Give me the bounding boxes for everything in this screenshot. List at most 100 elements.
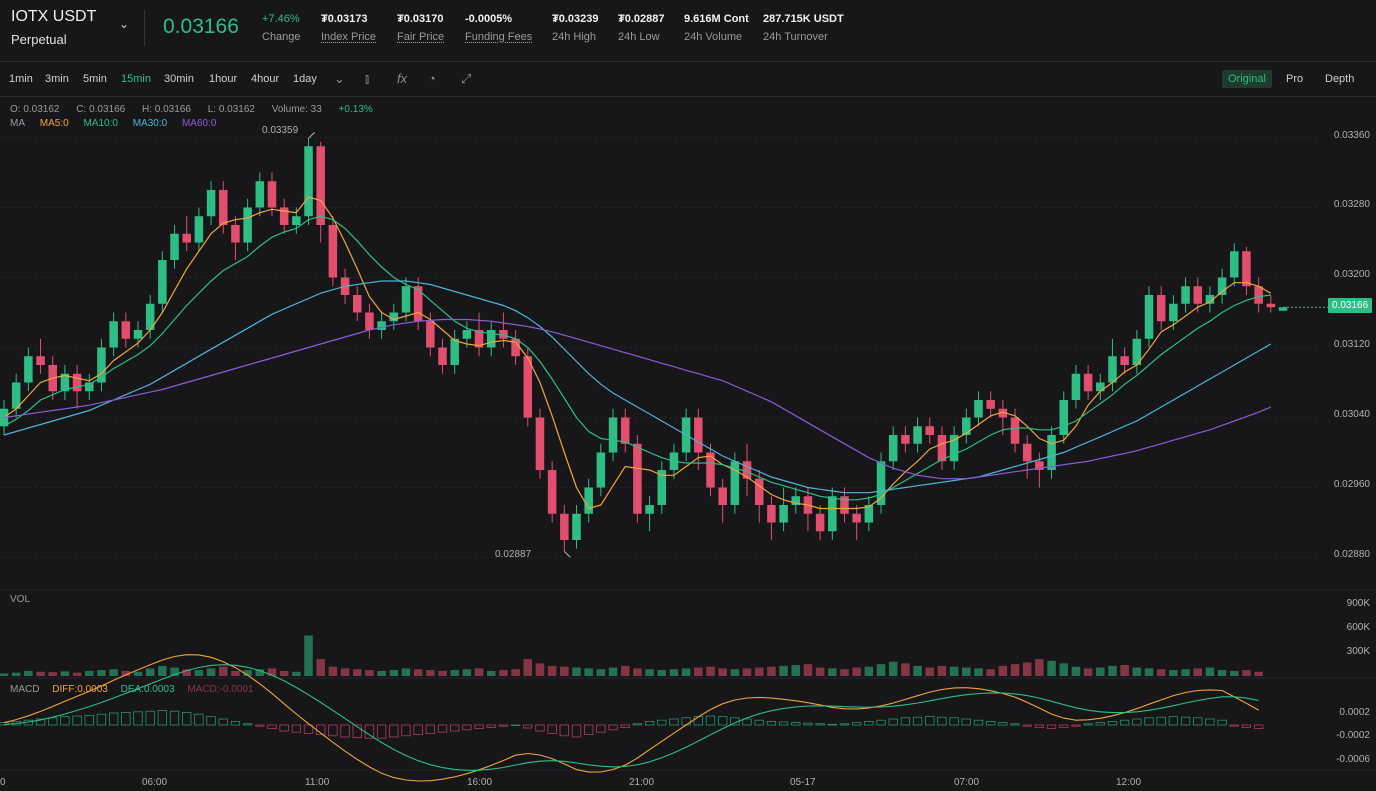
macd-bar — [1168, 716, 1179, 726]
timeframe-1day[interactable]: 1day — [293, 73, 317, 85]
macd-bar — [1180, 716, 1191, 726]
macd-bar — [425, 724, 435, 734]
volume-bar — [1230, 670, 1239, 676]
macd-bar — [547, 724, 557, 734]
macd-bar — [1156, 716, 1166, 726]
candle-body — [657, 470, 667, 505]
view-original[interactable]: Original — [1222, 70, 1272, 88]
volume-bar — [669, 669, 679, 676]
candle-body — [426, 321, 435, 348]
expand-icon[interactable]: ⤢ — [461, 71, 472, 86]
timeframe-1min[interactable]: 1min — [9, 73, 33, 85]
macd-bar — [973, 719, 984, 726]
volume-bar — [401, 668, 411, 676]
candle-body — [145, 303, 155, 330]
volume-bar — [206, 668, 216, 676]
candle-body — [1254, 286, 1263, 304]
volume-bar — [352, 669, 362, 676]
vol-tick: 900K — [1346, 598, 1370, 609]
palette-icon[interactable]: ◔ — [428, 71, 436, 86]
candle-body — [596, 452, 606, 488]
macd-bar — [912, 716, 923, 726]
volume-bar — [803, 664, 813, 676]
legend-close: C: 0.03166 — [76, 104, 126, 115]
timeframe-5min[interactable]: 5min — [83, 73, 107, 85]
candle-body — [1156, 295, 1166, 322]
volume-bar — [1083, 668, 1093, 676]
candle-body — [998, 408, 1008, 418]
volume-bar — [48, 672, 57, 676]
timeframe-15min[interactable]: 15min — [121, 73, 151, 85]
macd-tick: -0.0002 — [1336, 730, 1370, 741]
timeframe-1hour[interactable]: 1hour — [209, 73, 238, 85]
candle-body — [292, 216, 301, 225]
stat-value: +7.46% — [262, 13, 300, 25]
candle-body — [840, 496, 849, 514]
volume-bar — [718, 668, 727, 676]
stat-label: Change — [262, 31, 301, 43]
price-tick: 0.03360 — [1333, 130, 1370, 141]
macd-bar — [1095, 722, 1105, 726]
macd-bar — [182, 712, 192, 726]
volume-bar — [377, 670, 386, 676]
timeframe-4hour[interactable]: 4hour — [251, 73, 280, 85]
macd-bar — [1107, 721, 1118, 726]
view-pro[interactable]: Pro — [1286, 73, 1304, 85]
stat-24h-low: ₮0.02887 24h Low — [618, 13, 664, 43]
timeframe-3min[interactable]: 3min — [45, 73, 69, 85]
timeframe-30min[interactable]: 30min — [164, 73, 194, 85]
legend-high: H: 0.03166 — [141, 104, 191, 115]
view-depth[interactable]: Depth — [1325, 73, 1355, 85]
volume-bar — [11, 672, 21, 676]
volume-bar — [292, 671, 301, 676]
macd-bar — [413, 724, 423, 736]
dea-label: DEA:0.0003 — [120, 684, 175, 695]
macd-bar — [486, 724, 496, 728]
macd-bar — [1059, 724, 1069, 728]
volume-bar — [499, 670, 508, 676]
macd-bar — [657, 719, 667, 726]
stat-fair-price[interactable]: ₮0.03170 Fair Price — [397, 13, 444, 43]
stat-value: ₮0.02887 — [618, 13, 665, 25]
price-tick: 0.03120 — [1333, 339, 1370, 350]
macd-bar — [839, 723, 850, 726]
function-icon[interactable]: fx — [397, 71, 408, 86]
volume-bar — [486, 670, 496, 676]
chevron-down-icon[interactable]: ⌄ — [334, 71, 345, 86]
candle-body — [645, 505, 654, 514]
volume-bar — [1108, 665, 1117, 676]
candle-body — [1144, 295, 1154, 339]
stat-index-price[interactable]: ₮0.03173 Index Price — [321, 13, 376, 43]
candle-body — [974, 400, 983, 418]
macd-bar — [535, 724, 545, 732]
macd-bar — [121, 712, 131, 726]
candle-body — [1035, 461, 1044, 470]
volume-bar — [438, 670, 447, 676]
stat-label: 24h Low — [618, 31, 660, 43]
macd-bar — [584, 724, 594, 736]
volume-bar — [523, 659, 533, 676]
candle-body — [267, 181, 277, 208]
candle-body — [377, 321, 386, 330]
volume-bar — [121, 670, 131, 676]
macd-bar — [852, 722, 862, 726]
chart-toolbar: 1min 3min 5min 15min 30min 1hour 4hour 1… — [0, 62, 1376, 97]
candle-body — [572, 513, 581, 540]
chevron-down-icon[interactable]: ⌄ — [119, 17, 130, 31]
symbol-selector[interactable]: IOTX USDT Perpetual — [11, 8, 96, 47]
macd-bar — [267, 724, 277, 729]
candle-body — [937, 435, 947, 462]
header-divider — [144, 10, 145, 46]
volume-bar — [1071, 666, 1081, 676]
price-tick: 0.03280 — [1333, 199, 1370, 210]
candlestick-icon[interactable]: ⫾ — [365, 71, 370, 86]
high-marker-label: 0.03359 — [262, 125, 299, 136]
macd-bar — [1229, 724, 1239, 727]
stat-funding-fees[interactable]: -0.0005% Funding Fees — [465, 13, 532, 43]
symbol-name[interactable]: IOTX USDT — [11, 8, 97, 25]
volume-bar — [255, 669, 265, 676]
macd-bar — [1034, 724, 1045, 728]
candle-body — [925, 426, 935, 435]
legend-low: L: 0.03162 — [207, 104, 255, 115]
